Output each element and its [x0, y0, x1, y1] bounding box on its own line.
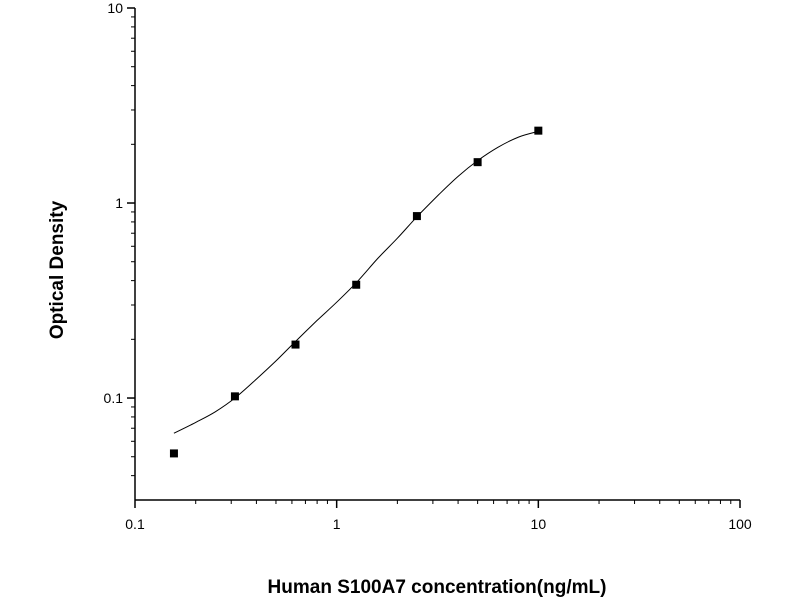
data-points — [169, 126, 543, 458]
y-tick-label: 1 — [115, 195, 123, 211]
x-tick-label: 100 — [728, 516, 752, 532]
data-point — [352, 280, 361, 289]
x-tick-label: 1 — [333, 516, 341, 532]
data-point — [230, 392, 239, 401]
data-point — [291, 340, 300, 349]
axes — [134, 8, 740, 501]
x-axis-title: Human S100A7 concentration(ng/mL) — [268, 577, 607, 598]
data-point — [534, 126, 543, 135]
data-point — [412, 212, 421, 221]
y-tick-label: 10 — [107, 0, 123, 16]
x-axis-ticks: 0.1 1 10 100 — [125, 500, 752, 532]
x-tick-label: 0.1 — [125, 516, 145, 532]
y-tick-label: 0.1 — [104, 390, 124, 406]
x-tick-label: 10 — [531, 516, 547, 532]
data-point — [473, 158, 482, 167]
y-axis-title: Optical Density — [47, 200, 68, 339]
y-axis-ticks: 0.1 1 10 — [104, 0, 135, 477]
data-point — [169, 449, 178, 458]
